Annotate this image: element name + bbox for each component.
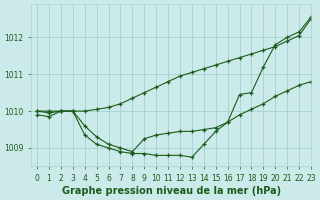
X-axis label: Graphe pression niveau de la mer (hPa): Graphe pression niveau de la mer (hPa)	[61, 186, 281, 196]
